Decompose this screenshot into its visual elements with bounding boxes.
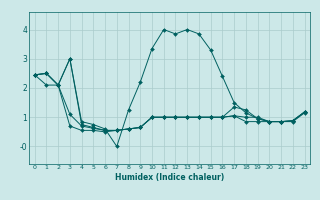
X-axis label: Humidex (Indice chaleur): Humidex (Indice chaleur)	[115, 173, 224, 182]
